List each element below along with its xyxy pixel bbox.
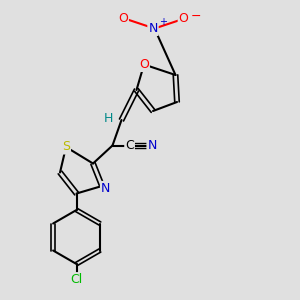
Text: N: N	[148, 22, 158, 35]
Text: H: H	[104, 112, 114, 125]
Text: C: C	[125, 139, 134, 152]
Text: S: S	[62, 140, 70, 154]
Text: O: O	[118, 11, 128, 25]
Text: N: N	[101, 182, 110, 195]
Text: +: +	[159, 17, 167, 27]
Text: Cl: Cl	[70, 273, 83, 286]
Text: −: −	[190, 10, 201, 23]
Text: N: N	[147, 139, 157, 152]
Text: O: O	[139, 58, 149, 71]
Text: O: O	[179, 11, 188, 25]
